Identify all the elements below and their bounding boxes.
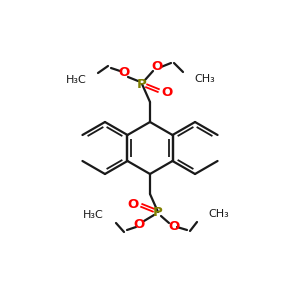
Text: P: P bbox=[153, 206, 163, 218]
Text: O: O bbox=[118, 67, 130, 80]
Text: O: O bbox=[152, 61, 163, 74]
Text: O: O bbox=[168, 220, 180, 233]
Text: CH₃: CH₃ bbox=[194, 74, 215, 84]
Text: P: P bbox=[137, 77, 147, 91]
Text: O: O bbox=[134, 218, 145, 232]
Text: H₃C: H₃C bbox=[66, 75, 87, 85]
Text: H₃C: H₃C bbox=[83, 210, 104, 220]
Text: O: O bbox=[161, 85, 172, 98]
Text: O: O bbox=[128, 197, 139, 211]
Text: CH₃: CH₃ bbox=[208, 209, 229, 219]
